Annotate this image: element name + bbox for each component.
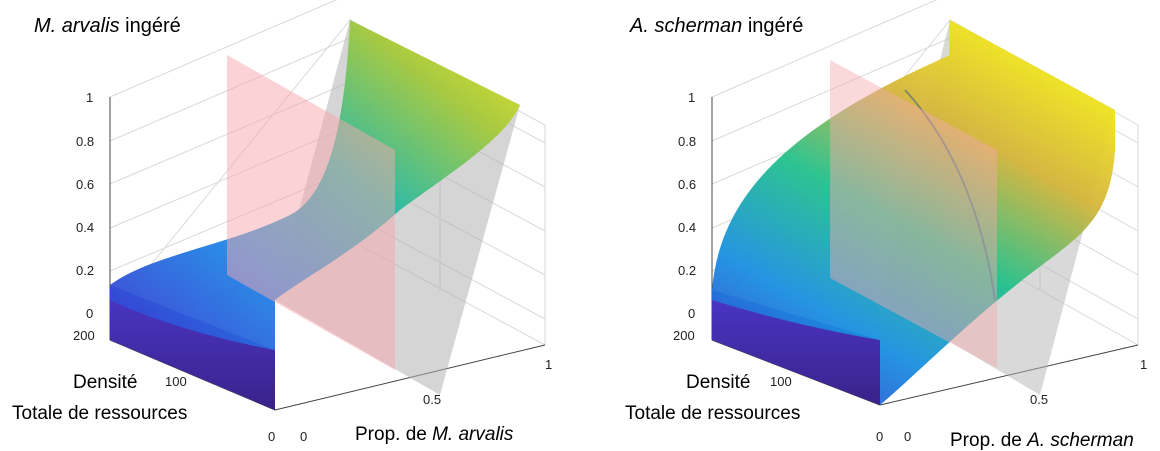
density-axis-label-line1: Densité	[686, 372, 750, 393]
density-tick: 200	[673, 328, 695, 343]
proportion-axis-ticks: 0 0.5 1	[300, 357, 552, 444]
density-axis-label-line2: Totale de ressources	[625, 403, 800, 424]
z-axis-ticks: 1 0.8 0.6 0.4 0.2 0	[678, 90, 696, 321]
panel-title: M. arvalis ingéré	[34, 15, 181, 37]
proportion-tick: 0.5	[1030, 392, 1048, 407]
z-tick: 0.2	[76, 263, 94, 278]
ingested-surface	[712, 20, 1115, 405]
panel-m-arvalis: M. arvalis ingéré	[12, 0, 552, 445]
panel-title: A. scherman ingéré	[629, 15, 803, 37]
ingested-surface-side	[712, 290, 880, 405]
z-axis-ticks: 1 0.8 0.6 0.4 0.2 0	[76, 90, 94, 321]
proportion-tick: 0	[904, 429, 911, 444]
density-tick: 0	[876, 429, 883, 444]
z-tick: 0.6	[678, 177, 696, 192]
z-tick: 1	[86, 90, 93, 105]
z-tick: 0	[688, 306, 695, 321]
z-tick: 1	[688, 90, 695, 105]
proportion-tick: 1	[545, 357, 552, 372]
ingested-surface	[110, 20, 520, 350]
z-tick: 0.6	[76, 177, 94, 192]
proportion-axis-label: Prop. de A. scherman	[950, 430, 1134, 451]
ingested-surface-ridge	[904, 89, 996, 301]
z-tick: 0.8	[76, 134, 94, 149]
density-tick: 0	[268, 429, 275, 444]
vertical-plane	[830, 60, 997, 368]
z-tick: 0.4	[76, 220, 94, 235]
z-tick: 0.4	[678, 220, 696, 235]
z-tick: 0	[86, 306, 93, 321]
density-axis-ticks: 200 100 0	[673, 328, 883, 444]
proportion-axis-label: Prop. de M. arvalis	[355, 424, 514, 445]
proportion-tick: 1	[1140, 357, 1147, 372]
proportion-tick: 0.5	[423, 392, 441, 407]
density-tick: 100	[165, 374, 187, 389]
vertical-plane	[227, 55, 395, 370]
z-tick: 0.2	[678, 263, 696, 278]
density-axis-ticks: 200 100 0	[73, 328, 275, 444]
density-axis-label-line2: Totale de ressources	[12, 403, 187, 424]
panel-a-scherman: A. scherman ingéré 1	[625, 0, 1147, 451]
proportion-axis-ticks: 0 0.5 1	[904, 357, 1147, 444]
z-tick: 0.8	[678, 134, 696, 149]
density-tick: 200	[73, 328, 95, 343]
density-axis-label-line1: Densité	[73, 372, 137, 393]
proportion-tick: 0	[300, 429, 307, 444]
density-tick: 100	[770, 374, 792, 389]
